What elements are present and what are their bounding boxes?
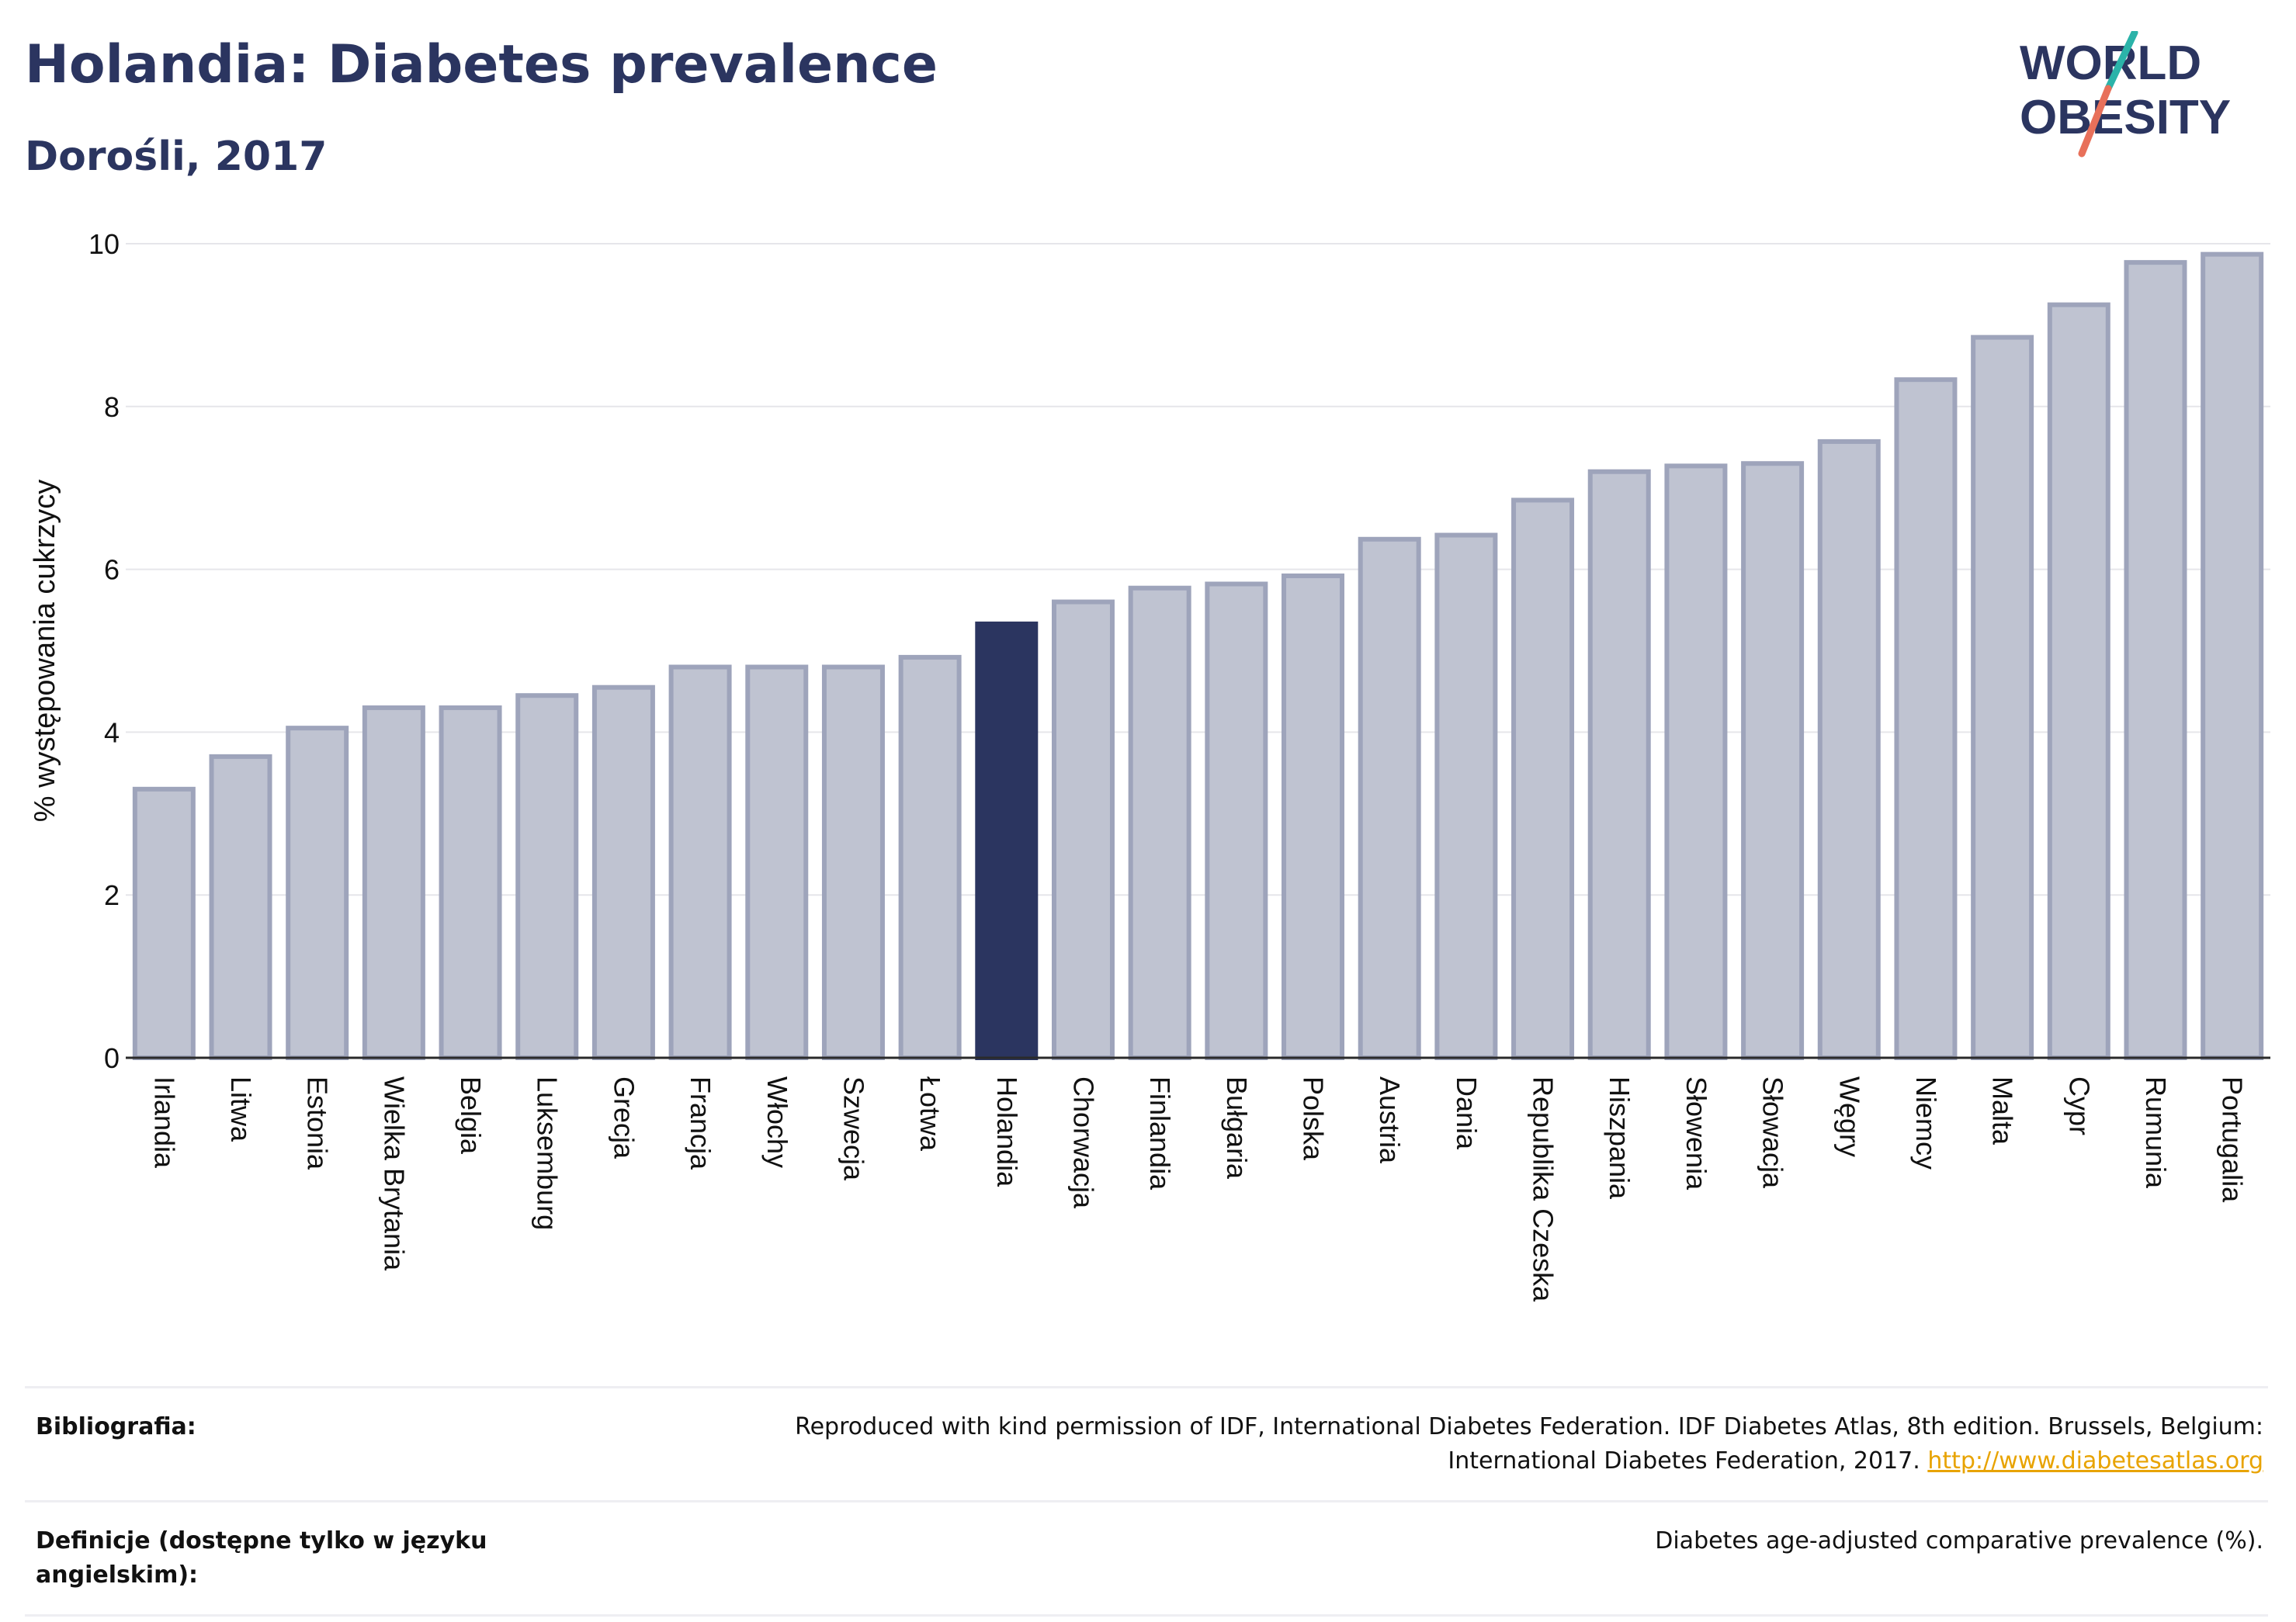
y-tick-label: 6 [104, 554, 120, 586]
x-tick-label: Słowacja [1757, 1076, 1789, 1189]
x-tick-label: Rumunia [2140, 1076, 2172, 1189]
bar-finlandia [1128, 585, 1191, 1060]
bar-wielka-brytania [362, 705, 425, 1060]
x-tick-label: Niemcy [1910, 1076, 1942, 1170]
x-tick-label: Francja [685, 1076, 716, 1170]
bar-holandia [975, 621, 1039, 1060]
bibliography-link[interactable]: http://www.diabetesatlas.org [1927, 1447, 2263, 1475]
bar-szwecja [821, 664, 885, 1060]
chart-subtitle: Dorośli, 2017 [25, 133, 328, 180]
x-tick-label: Węgry [1833, 1076, 1865, 1157]
bar-niemcy [1894, 377, 1958, 1061]
bar-luksemburg [515, 693, 579, 1060]
y-tick-labels: 0 2 4 6 8 10 [88, 228, 120, 1074]
bibliography-value: Reproduced with kind permission of IDF, … [556, 1410, 2263, 1478]
x-tick-label: Włochy [761, 1076, 793, 1168]
definitions-text: Diabetes age-adjusted comparative preval… [1655, 1527, 2263, 1554]
bar-litwa [209, 754, 272, 1060]
y-tick-label: 4 [104, 716, 120, 748]
x-tick-label: Austria [1374, 1076, 1406, 1164]
bar-chart: 0 2 4 6 8 10 Irlandia Litwa Estonia Wielka Bryta… [29, 228, 2270, 1302]
y-axis-label: % występowania cukrzycy [29, 480, 61, 822]
footer: Bibliografia: Reproduced with kind permi… [25, 1386, 2268, 1617]
y-tick-label: 2 [104, 879, 120, 911]
bibliography-label: Bibliografia: [36, 1413, 196, 1440]
x-tick-label: Dania [1451, 1076, 1483, 1150]
x-tick-label: Wielka Brytania [378, 1076, 410, 1271]
x-tick-label: Belgia [455, 1076, 487, 1155]
x-tick-label: Grecja [608, 1076, 640, 1159]
bar-grecja [591, 684, 655, 1061]
bar-łotwa [898, 654, 962, 1060]
world-obesity-logo: WORLD OBESITY [2020, 31, 2231, 158]
x-tick-label: Cypr [2063, 1076, 2095, 1135]
x-tick-label: Holandia [991, 1076, 1023, 1187]
x-tick-label: Irlandia [148, 1076, 180, 1169]
logo-slash-coral [2078, 85, 2112, 158]
bar-hiszpania [1587, 469, 1651, 1060]
bibliography-row: Bibliografia: Reproduced with kind permi… [25, 1386, 2268, 1500]
bar-cypr [2047, 302, 2110, 1060]
x-tick-label: Malta [1987, 1076, 2019, 1145]
x-tick-label: Hiszpania [1604, 1076, 1635, 1200]
bar-austria [1358, 536, 1421, 1060]
bar-francja [668, 664, 732, 1060]
x-tick-label: Bułgaria [1221, 1076, 1253, 1180]
bar-belgia [439, 705, 502, 1060]
bar-malta [1971, 334, 2034, 1060]
definitions-row: Definicje (dostępne tylko w języku angie… [25, 1500, 2268, 1617]
x-tick-label: Chorwacja [1067, 1076, 1099, 1209]
y-tick-label: 8 [104, 391, 120, 423]
bar-węgry [1817, 438, 1881, 1060]
x-tick-label: Estonia [302, 1076, 334, 1170]
x-tick-label: Łotwa [914, 1076, 946, 1152]
x-tick-label: Luksemburg [532, 1076, 564, 1230]
bar-włochy [745, 664, 809, 1060]
x-tick-label: Finlandia [1144, 1076, 1176, 1191]
bibliography-text-2: International Diabetes Federation, 2017. [1448, 1447, 1920, 1475]
logo-text-obesity: OBESITY [2020, 91, 2231, 144]
logo-slash-teal [2104, 31, 2138, 92]
bar-chorwacja [1051, 599, 1115, 1060]
bar-dania [1434, 532, 1498, 1060]
x-tick-label: Republika Czeska [1528, 1076, 1559, 1302]
bar-słowacja [1741, 461, 1805, 1060]
bar-estonia [286, 726, 349, 1061]
y-tick-label: 10 [88, 228, 120, 260]
definitions-label: Definicje (dostępne tylko w języku angie… [36, 1527, 487, 1589]
bar-republika-czeska [1511, 497, 1575, 1060]
bars [132, 251, 2264, 1061]
x-tick-label: Polska [1298, 1076, 1330, 1161]
chart-title: Holandia: Diabetes prevalence [25, 34, 938, 95]
x-tick-labels: Irlandia Litwa Estonia Wielka Brytania Belgi… [148, 1076, 2248, 1302]
bar-bułgaria [1205, 581, 1268, 1060]
x-tick-label: Litwa [225, 1076, 257, 1142]
bibliography-text: Reproduced with kind permission of IDF, … [795, 1413, 2263, 1440]
y-tick-label: 0 [104, 1042, 120, 1074]
x-tick-label: Portugalia [2217, 1076, 2249, 1203]
bar-rumunia [2124, 260, 2187, 1061]
bar-polska [1282, 573, 1345, 1060]
bar-irlandia [132, 786, 196, 1061]
bar-portugalia [2201, 251, 2264, 1061]
bar-słowenia [1664, 463, 1728, 1060]
x-tick-label: Szwecja [838, 1076, 869, 1181]
x-tick-label: Słowenia [1680, 1076, 1712, 1191]
